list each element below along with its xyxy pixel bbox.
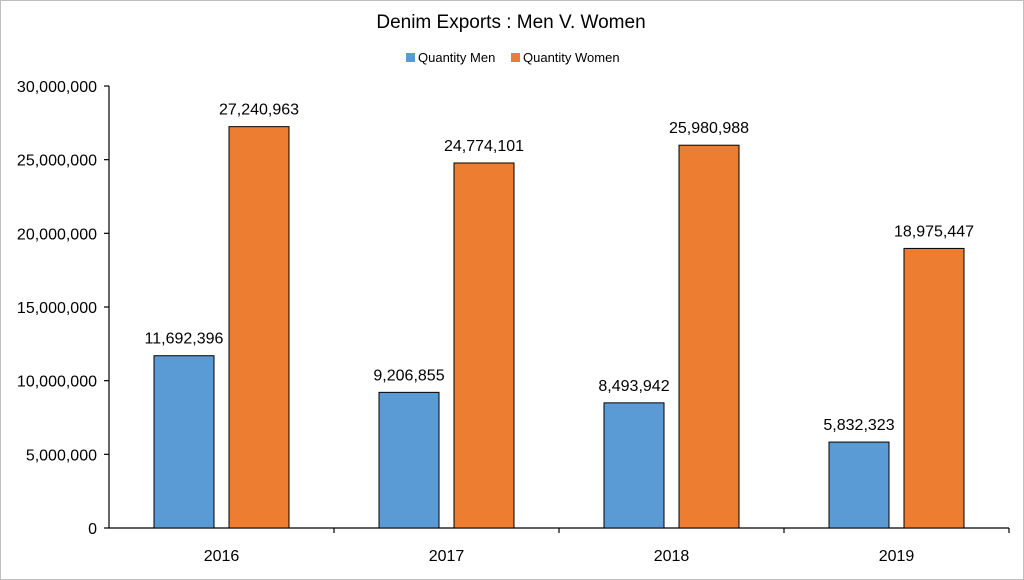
x-tick-label: 2017 — [429, 548, 465, 565]
legend-label-men: Quantity Men — [418, 50, 495, 65]
data-label-men-2019: 5,832,323 — [823, 417, 894, 434]
y-tick-label: 0 — [88, 521, 97, 538]
y-tick-label: 15,000,000 — [17, 300, 97, 317]
y-tick-label: 5,000,000 — [26, 447, 97, 464]
bar-men-2017 — [378, 391, 440, 529]
x-tick-label: 2019 — [879, 548, 915, 565]
chart-title: Denim Exports : Men V. Women — [376, 12, 645, 33]
x-axis: 2016 2017 2018 2019 — [109, 527, 1010, 565]
x-tick-label: 2018 — [654, 548, 690, 565]
data-label-women-2019: 18,975,447 — [894, 223, 974, 240]
data-label-women-2017: 24,774,101 — [444, 138, 524, 155]
data-label-women-2016: 27,240,963 — [219, 102, 299, 119]
bar-men-2019 — [828, 441, 890, 529]
data-label-men-2018: 8,493,942 — [598, 378, 669, 395]
bar-women-2018 — [678, 144, 740, 529]
bar-men-2018 — [603, 402, 665, 529]
legend-swatch-women — [511, 53, 520, 62]
bar-women-2019 — [903, 247, 965, 529]
data-label-women-2018: 25,980,988 — [669, 120, 749, 137]
data-label-men-2017: 9,206,855 — [373, 367, 444, 384]
data-label-men-2016: 11,692,396 — [145, 331, 224, 348]
x-tick-label: 2016 — [204, 548, 240, 565]
y-tick-label: 25,000,000 — [17, 153, 97, 170]
data-labels: 11,692,396 27,240,963 9,206,855 24,774,101 8… — [145, 102, 975, 434]
legend-label-women: Quantity Women — [523, 50, 620, 65]
legend: Quantity Men Quantity Women — [406, 50, 620, 65]
legend-swatch-men — [406, 53, 415, 62]
y-axis: 0 5,000,000 10,000,000 15,000,000 20,000,000… — [17, 79, 110, 538]
bar-women-2016 — [228, 126, 290, 529]
bar-women-2017 — [453, 162, 515, 529]
bars — [153, 126, 965, 529]
y-tick-label: 20,000,000 — [17, 226, 97, 243]
y-tick-label: 30,000,000 — [17, 79, 97, 96]
bar-men-2016 — [153, 355, 215, 529]
y-tick-label: 10,000,000 — [17, 374, 97, 391]
